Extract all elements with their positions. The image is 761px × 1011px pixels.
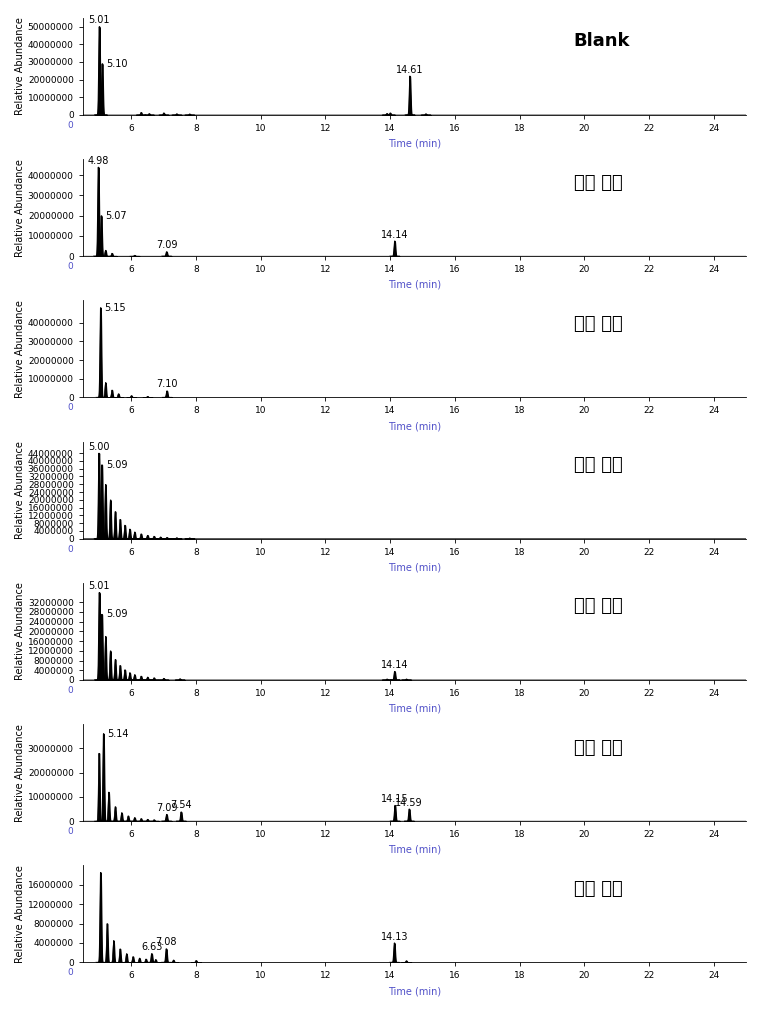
Text: 5.01: 5.01: [88, 581, 110, 591]
Text: 5.07: 5.07: [105, 210, 127, 220]
X-axis label: Time (min): Time (min): [388, 139, 441, 149]
X-axis label: Time (min): Time (min): [388, 986, 441, 996]
Text: 7.09: 7.09: [156, 241, 177, 251]
X-axis label: Time (min): Time (min): [388, 562, 441, 572]
Y-axis label: Relative Abundance: Relative Abundance: [15, 441, 25, 539]
Text: 7.10: 7.10: [156, 379, 177, 389]
Text: 5.09: 5.09: [106, 460, 127, 470]
Text: 0: 0: [68, 685, 73, 695]
Text: 0: 0: [68, 827, 73, 836]
Text: 0: 0: [68, 969, 73, 978]
Text: 5.09: 5.09: [106, 610, 127, 620]
Y-axis label: Relative Abundance: Relative Abundance: [15, 724, 25, 822]
Text: 14.14: 14.14: [381, 229, 409, 240]
Text: 0: 0: [68, 545, 73, 554]
Text: 14.59: 14.59: [396, 798, 423, 808]
Text: 0: 0: [68, 262, 73, 271]
Text: 0: 0: [68, 403, 73, 412]
Text: 0: 0: [68, 121, 73, 129]
X-axis label: Time (min): Time (min): [388, 421, 441, 431]
Text: 14.14: 14.14: [381, 660, 409, 670]
Text: Blank: Blank: [574, 32, 630, 51]
Text: 7.08: 7.08: [155, 937, 177, 947]
Text: 5.14: 5.14: [107, 729, 129, 739]
Text: 14.15: 14.15: [381, 794, 409, 804]
Text: 화명 정수: 화명 정수: [574, 598, 622, 616]
Text: 14.61: 14.61: [396, 65, 424, 75]
Text: 5.15: 5.15: [104, 302, 126, 312]
Text: 물금 원수: 물금 원수: [574, 456, 622, 474]
X-axis label: Time (min): Time (min): [388, 280, 441, 290]
Y-axis label: Relative Abundance: Relative Abundance: [15, 582, 25, 680]
Text: 칠서 원수: 칠서 원수: [574, 314, 622, 333]
Text: 5.10: 5.10: [106, 59, 128, 69]
Text: 4.98: 4.98: [88, 156, 109, 166]
Text: 6.63: 6.63: [141, 942, 162, 952]
Text: 7.09: 7.09: [156, 803, 177, 813]
Text: 칠서 정수: 칠서 정수: [574, 174, 622, 192]
Y-axis label: Relative Abundance: Relative Abundance: [15, 864, 25, 962]
Text: 문산 정수: 문산 정수: [574, 739, 622, 756]
Y-axis label: Relative Abundance: Relative Abundance: [15, 17, 25, 115]
Y-axis label: Relative Abundance: Relative Abundance: [15, 300, 25, 397]
X-axis label: Time (min): Time (min): [388, 704, 441, 714]
X-axis label: Time (min): Time (min): [388, 845, 441, 854]
Text: 7.54: 7.54: [170, 801, 192, 811]
Text: 문산 원수: 문산 원수: [574, 880, 622, 898]
Text: 14.13: 14.13: [380, 931, 408, 941]
Text: 5.01: 5.01: [88, 15, 110, 25]
Text: 5.00: 5.00: [88, 442, 110, 452]
Y-axis label: Relative Abundance: Relative Abundance: [15, 159, 25, 257]
